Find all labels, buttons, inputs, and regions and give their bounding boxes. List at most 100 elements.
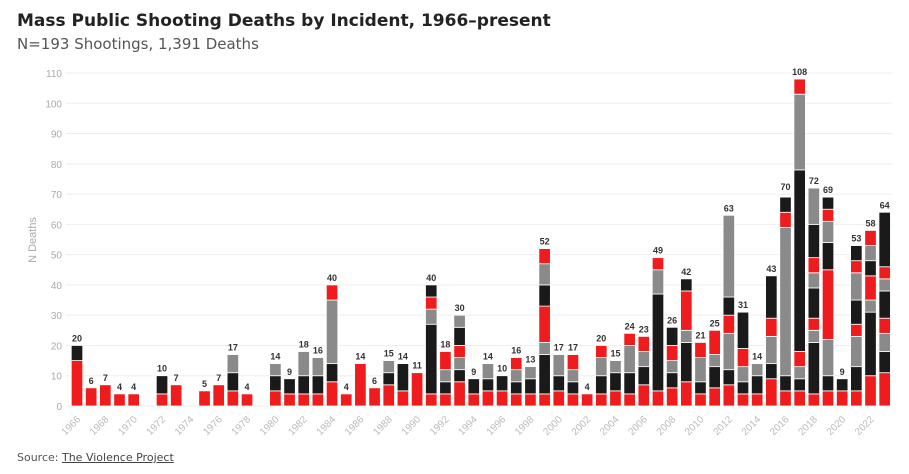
bar-segment	[680, 290, 693, 331]
bar-segment	[878, 278, 891, 292]
bar-segment	[878, 317, 891, 334]
bar-segment	[85, 387, 98, 407]
bar-segment	[779, 196, 792, 213]
bar-segment	[226, 354, 240, 374]
bar-segment	[311, 375, 325, 395]
bar-segment	[821, 208, 835, 222]
bar-segment	[694, 342, 707, 358]
bar-segment	[524, 393, 537, 407]
bar-segment	[850, 366, 863, 392]
x-tick-label: 1996	[485, 414, 509, 438]
bar-segment	[453, 357, 466, 371]
bar-segment	[793, 378, 806, 392]
bar-segment	[595, 393, 608, 407]
bar-segment	[665, 372, 679, 389]
bar-total-label: 16	[313, 346, 323, 356]
bar-segment	[580, 393, 594, 407]
bar-total-label: 20	[72, 333, 82, 343]
bar-segment	[864, 260, 877, 277]
bar-segment	[595, 375, 608, 395]
bar-segment	[198, 390, 211, 407]
bar-segment	[510, 381, 523, 395]
bar-segment	[467, 378, 480, 395]
y-tick-label: 40	[51, 281, 63, 292]
bar-segment	[793, 351, 806, 368]
bar-segment	[538, 248, 551, 265]
bar-total-label: 52	[540, 237, 550, 247]
bar-segment	[665, 387, 679, 407]
bar-segment	[538, 393, 551, 407]
bar-segment	[850, 245, 863, 262]
bar-segment	[807, 257, 820, 274]
bar-total-label: 24	[625, 321, 635, 331]
bar-segment	[722, 332, 735, 371]
bar-segment	[878, 332, 891, 352]
bar-segment	[524, 366, 537, 380]
bar-total-label: 4	[131, 382, 136, 392]
bar-segment	[325, 363, 339, 383]
bar-segment	[751, 375, 764, 395]
bar-segment	[665, 360, 679, 374]
x-tick-label: 1986	[343, 414, 367, 438]
bar-total-label: 58	[866, 218, 876, 228]
bar-segment	[453, 314, 466, 328]
source-link[interactable]: The Violence Project	[61, 451, 174, 464]
bar-segment	[864, 311, 877, 377]
bar-segment	[396, 390, 410, 407]
bar-segment	[269, 363, 282, 377]
bar-total-label: 53	[851, 234, 861, 244]
bar-segment	[807, 393, 820, 407]
bar-total-label: 72	[809, 176, 819, 186]
bar-segment	[623, 332, 636, 346]
bar-segment	[439, 369, 452, 383]
bar-segment	[878, 290, 891, 319]
bar-segment	[637, 351, 650, 368]
bar-total-label: 4	[117, 382, 122, 392]
bar-segment	[354, 363, 367, 407]
bar-segment	[226, 372, 240, 392]
bar-total-label: 9	[287, 367, 292, 377]
x-tick-label: 2004	[598, 414, 622, 438]
x-tick-label: 1978	[230, 414, 254, 438]
bar-total-label: 69	[823, 185, 833, 195]
bar-segment	[453, 345, 466, 358]
source-label: Source:	[17, 451, 62, 464]
bar-segment	[524, 378, 537, 395]
bar-total-label: 9	[840, 367, 845, 377]
y-tick-label: 70	[51, 190, 63, 201]
x-tick-label: 1970	[116, 414, 140, 438]
bar-segment	[538, 305, 551, 343]
bar-segment	[821, 390, 835, 407]
bar-total-label: 26	[667, 315, 677, 325]
bar-segment	[325, 381, 339, 407]
bar-segment	[765, 317, 778, 337]
bar-segment	[340, 393, 353, 407]
chart-svg: 0 10 20 30 40 50 60 70 80 90 100 110 N Deaths 1966 196…	[27, 67, 892, 438]
bar-segment	[793, 390, 806, 407]
bar-segment	[623, 372, 636, 395]
bar-total-label: 18	[440, 340, 450, 350]
bar-segment	[439, 381, 452, 395]
bar-segment	[637, 366, 650, 386]
bar-segment	[736, 348, 750, 368]
bar-segment	[283, 378, 296, 395]
y-tick-label: 100	[45, 99, 62, 110]
bar-segment	[651, 269, 665, 295]
bar-total-label: 21	[695, 330, 705, 340]
x-tick-label: 1972	[145, 414, 169, 438]
bar-segment	[552, 354, 565, 377]
bar-segment	[637, 335, 650, 352]
bar-segment	[269, 375, 282, 392]
y-tick-label: 90	[51, 130, 63, 141]
bar-total-label: 9	[471, 367, 476, 377]
bar-total-label: 23	[639, 324, 649, 334]
bar-segment	[467, 393, 480, 407]
y-tick-label: 10	[51, 372, 63, 383]
bar-segment	[510, 393, 523, 407]
x-tick-label: 1966	[60, 414, 84, 438]
bar-segment	[297, 393, 310, 407]
bar-segment	[708, 387, 721, 407]
bar-segment	[510, 369, 523, 383]
x-tick-label: 1992	[428, 414, 452, 438]
bar-segment	[665, 345, 679, 361]
